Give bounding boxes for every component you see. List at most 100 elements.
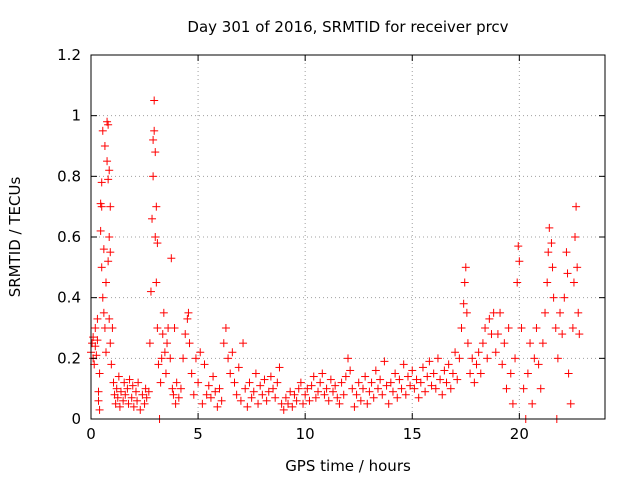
- data-point: [213, 402, 222, 411]
- data-point: [150, 96, 159, 105]
- data-point: [209, 372, 218, 381]
- data-point: [397, 384, 406, 393]
- data-point: [337, 378, 346, 387]
- data-point: [462, 308, 471, 317]
- data-point: [329, 387, 338, 396]
- data-point: [179, 354, 188, 363]
- data-point: [149, 135, 158, 144]
- data-point: [391, 369, 400, 378]
- data-point: [219, 339, 228, 348]
- data-point: [393, 393, 402, 402]
- data-point: [103, 157, 112, 166]
- data-point: [269, 384, 278, 393]
- data-point: [296, 378, 305, 387]
- data-point: [166, 354, 175, 363]
- y-tick-labels: 0 0.2 0.4 0.6 0.8 1 1.2: [57, 46, 81, 428]
- data-point: [119, 396, 128, 405]
- data-point: [160, 348, 169, 357]
- data-point: [163, 339, 172, 348]
- data-point: [508, 399, 517, 408]
- data-point: [140, 399, 149, 408]
- data-point: [172, 378, 181, 387]
- data-point: [241, 384, 250, 393]
- data-point: [260, 375, 269, 384]
- data-point: [460, 278, 469, 287]
- data-point: [104, 120, 113, 129]
- y-tick-label: 0: [71, 410, 81, 428]
- data-point: [138, 390, 147, 399]
- data-point: [433, 354, 442, 363]
- data-point: [97, 178, 106, 187]
- data-point: [403, 372, 412, 381]
- data-point: [159, 308, 168, 317]
- data-point: [491, 348, 500, 357]
- data-point: [194, 378, 203, 387]
- data-point: [472, 360, 481, 369]
- data-point: [566, 399, 575, 408]
- data-point: [425, 357, 434, 366]
- data-point: [184, 308, 193, 317]
- data-point: [142, 393, 151, 402]
- data-point: [544, 248, 553, 257]
- data-point: [187, 369, 196, 378]
- data-point: [91, 324, 100, 332]
- data-point: [440, 366, 449, 375]
- data-point: [151, 233, 160, 241]
- data-point: [410, 384, 419, 393]
- data-point: [461, 263, 470, 272]
- data-point: [134, 378, 143, 387]
- data-point: [129, 402, 138, 411]
- data-point: [444, 360, 453, 369]
- data-point: [152, 202, 161, 211]
- x-tick-labels: 0 5 10 15 20: [86, 425, 529, 443]
- data-point: [100, 142, 109, 150]
- data-point: [131, 387, 140, 396]
- data-point: [326, 375, 335, 384]
- data-point: [569, 278, 578, 287]
- data-point: [498, 360, 507, 369]
- data-point: [556, 308, 565, 317]
- data-point: [120, 378, 129, 387]
- data-point: [333, 393, 342, 402]
- data-point: [104, 257, 113, 266]
- data-point: [204, 381, 213, 390]
- y-tick-label: 0.4: [57, 289, 81, 307]
- data-point: [442, 378, 451, 387]
- data-point: [145, 339, 154, 348]
- data-point: [453, 375, 462, 384]
- data-point: [124, 399, 133, 408]
- data-point: [485, 314, 494, 323]
- data-point: [335, 399, 344, 408]
- data-point: [206, 393, 215, 402]
- data-point: [305, 396, 314, 405]
- data-point: [382, 381, 391, 390]
- data-point: [154, 360, 163, 369]
- data-point: [96, 226, 105, 235]
- data-point: [169, 390, 178, 399]
- data-point: [301, 390, 310, 399]
- data-point: [115, 402, 124, 411]
- data-point: [100, 324, 109, 332]
- data-point: [106, 248, 115, 257]
- data-point: [105, 166, 114, 175]
- data-point: [167, 254, 176, 263]
- data-point: [530, 354, 539, 363]
- data-point: [98, 126, 107, 135]
- data-point: [573, 263, 582, 272]
- data-point: [104, 175, 113, 184]
- x-tick-label: 0: [86, 425, 96, 443]
- data-point: [481, 324, 490, 332]
- data-point: [515, 257, 524, 266]
- data-point: [534, 360, 543, 369]
- data-point: [109, 378, 118, 387]
- data-point: [114, 372, 123, 381]
- data-point: [101, 278, 110, 287]
- x-tick-label: 20: [510, 425, 529, 443]
- data-point: [513, 278, 522, 287]
- data-point: [202, 390, 211, 399]
- data-point: [152, 278, 161, 287]
- data-point: [211, 387, 220, 396]
- data-point: [95, 405, 104, 414]
- y-axis-title: SRMTID / TECUs: [6, 177, 24, 298]
